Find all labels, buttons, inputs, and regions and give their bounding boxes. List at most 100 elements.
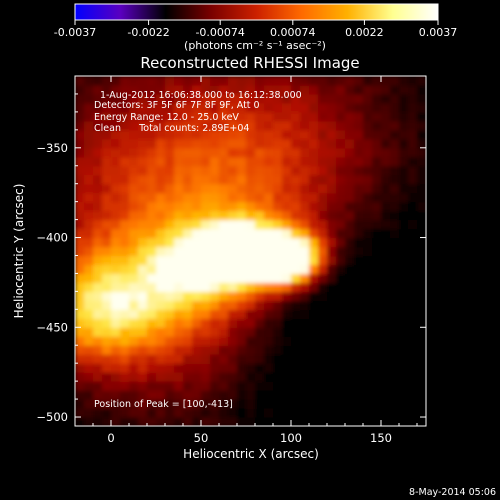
heatmap-cell <box>372 273 382 284</box>
heatmap-cell <box>183 219 193 230</box>
heatmap-cell <box>318 399 328 409</box>
heatmap-cell <box>201 174 211 185</box>
heatmap-cell <box>309 381 319 391</box>
heatmap-cell <box>309 408 319 418</box>
heatmap-cell <box>345 147 355 158</box>
heatmap-cell <box>201 291 211 301</box>
heatmap-cell <box>291 219 301 230</box>
heatmap-cell <box>138 390 148 400</box>
heatmap-cell <box>138 228 148 239</box>
heatmap-cell <box>390 246 400 257</box>
heatmap-cell <box>120 156 130 167</box>
heatmap-cell <box>174 201 184 212</box>
heatmap-cell <box>192 336 202 346</box>
heatmap-cell <box>219 246 229 257</box>
heatmap-cell <box>300 372 310 382</box>
colorbar-tick-label: 0.00074 <box>270 26 316 39</box>
heatmap-cell <box>363 93 373 104</box>
heatmap-cell <box>165 219 175 230</box>
heatmap-cell <box>219 399 229 409</box>
heatmap-cell <box>147 183 157 194</box>
heatmap-cell <box>300 408 310 418</box>
heatmap-cell <box>111 291 121 301</box>
x-tick-label: 150 <box>370 431 392 445</box>
heatmap-cell <box>93 417 103 426</box>
heatmap-cell <box>192 93 202 104</box>
heatmap-cell <box>120 291 130 301</box>
heatmap-cell <box>174 165 184 176</box>
heatmap-cell <box>237 363 247 373</box>
x-tick-label: 0 <box>107 431 114 445</box>
heatmap-cell <box>165 102 175 113</box>
heatmap-cell <box>111 327 121 337</box>
heatmap-cell <box>282 138 292 149</box>
heatmap-cell <box>129 381 139 391</box>
heatmap-cell <box>282 363 292 373</box>
heatmap-cell <box>174 93 184 104</box>
heatmap-cell <box>192 309 202 319</box>
chart-title: Reconstructed RHESSI Image <box>140 54 359 72</box>
heatmap-cell <box>75 228 85 239</box>
heatmap-cell <box>102 111 112 122</box>
heatmap-cell <box>147 129 157 140</box>
heatmap-cell <box>399 318 409 328</box>
heatmap-cell <box>75 237 85 248</box>
heatmap-cell <box>129 300 139 310</box>
heatmap-cell <box>210 219 220 230</box>
heatmap-cell <box>138 76 148 86</box>
heatmap-cell <box>273 327 283 337</box>
heatmap-cell <box>300 228 310 239</box>
heatmap-cell <box>156 201 166 212</box>
heatmap-cell <box>408 183 418 194</box>
heatmap-cell <box>219 336 229 346</box>
heatmap-cell <box>183 345 193 355</box>
heatmap-cell <box>399 372 409 382</box>
heatmap-cell <box>210 291 220 301</box>
heatmap-cell <box>354 255 364 266</box>
heatmap-cell <box>102 165 112 176</box>
heatmap-cell <box>327 363 337 373</box>
heatmap-cell <box>336 264 346 275</box>
heatmap-cell <box>372 174 382 185</box>
heatmap-cell <box>75 210 85 221</box>
heatmap-cell <box>354 156 364 167</box>
heatmap-cell <box>102 327 112 337</box>
heatmap-cell <box>318 354 328 364</box>
heatmap-cell <box>381 201 391 212</box>
heatmap-cell <box>129 129 139 140</box>
heatmap-cell <box>174 255 184 266</box>
heatmap-cell <box>309 372 319 382</box>
heatmap-cell <box>201 399 211 409</box>
heatmap-cell <box>165 76 175 86</box>
heatmap-cell <box>237 300 247 310</box>
heatmap-cell <box>336 84 346 95</box>
heatmap-cell <box>363 318 373 328</box>
heatmap-cell <box>408 102 418 113</box>
heatmap-cell <box>237 93 247 104</box>
heatmap-cell <box>381 390 391 400</box>
heatmap-cell <box>399 291 409 301</box>
heatmap-cell <box>246 183 256 194</box>
heatmap-cell <box>75 363 85 373</box>
heatmap-cell <box>84 210 94 221</box>
heatmap-cell <box>408 84 418 95</box>
heatmap-cell <box>174 219 184 230</box>
heatmap-cell <box>120 120 130 131</box>
heatmap-cell <box>93 327 103 337</box>
heatmap-cell <box>174 192 184 203</box>
heatmap-cell <box>345 174 355 185</box>
heatmap-cell <box>210 408 220 418</box>
heatmap-cell <box>363 228 373 239</box>
heatmap-cell <box>390 255 400 266</box>
heatmap-cell <box>93 111 103 122</box>
heatmap-cell <box>174 76 184 86</box>
heatmap-cell <box>111 120 121 131</box>
heatmap-cell <box>210 390 220 400</box>
heatmap-cell <box>237 282 247 292</box>
heatmap-image <box>75 76 426 426</box>
heatmap-cell <box>345 408 355 418</box>
heatmap-cell <box>408 300 418 310</box>
heatmap-cell <box>291 309 301 319</box>
heatmap-cell <box>264 354 274 364</box>
heatmap-cell <box>84 219 94 230</box>
